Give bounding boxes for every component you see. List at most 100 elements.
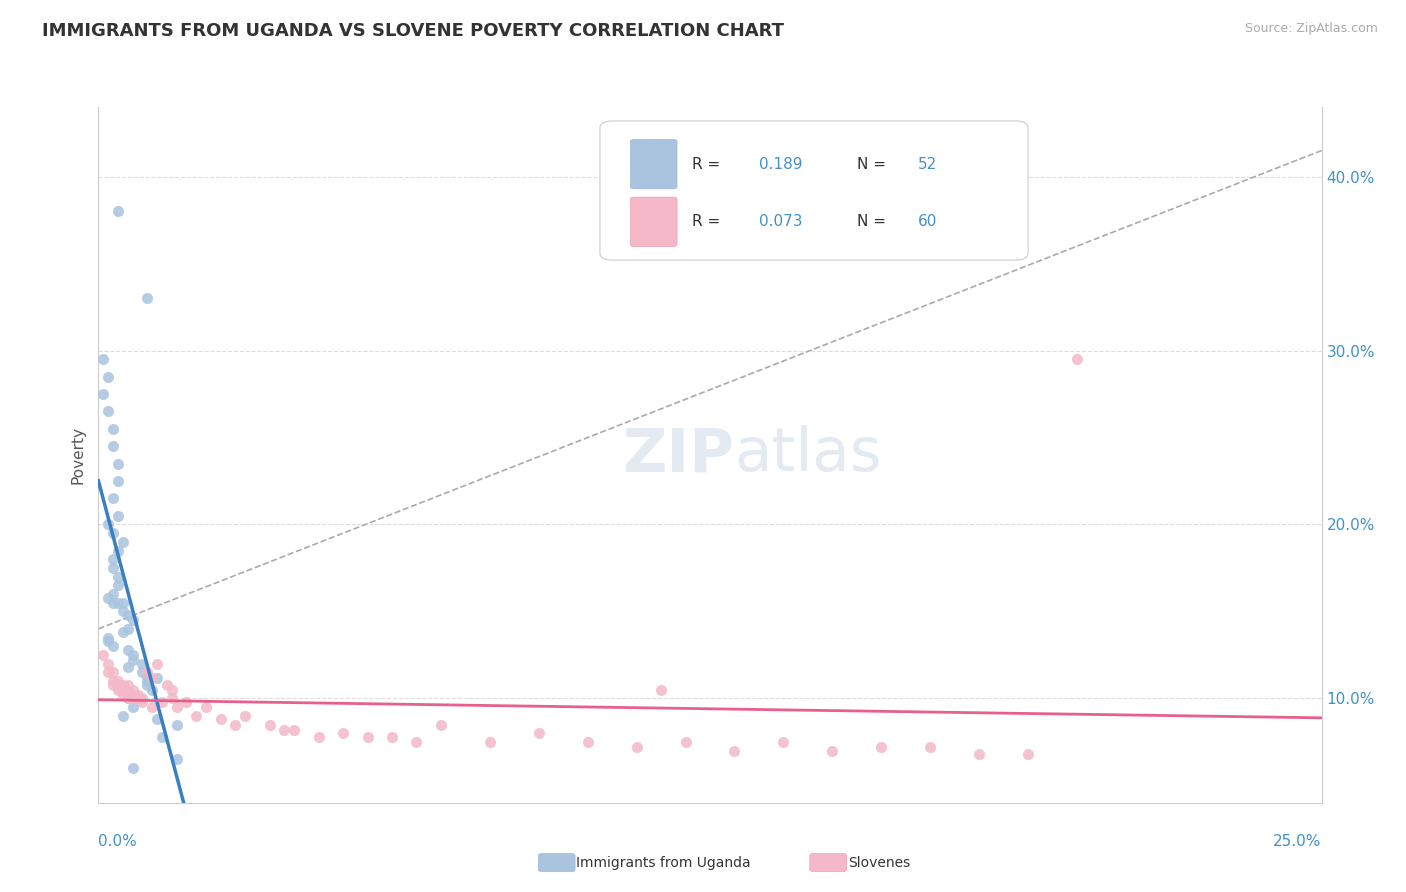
- Point: [141, 700, 163, 714]
- Point: [101, 587, 124, 601]
- Point: [156, 677, 179, 691]
- Point: [283, 723, 305, 737]
- Point: [111, 596, 134, 610]
- Point: [117, 691, 139, 706]
- Point: [107, 508, 129, 523]
- Point: [967, 747, 990, 761]
- Point: [101, 491, 124, 506]
- Point: [146, 671, 169, 685]
- Text: IMMIGRANTS FROM UGANDA VS SLOVENE POVERTY CORRELATION CHART: IMMIGRANTS FROM UGANDA VS SLOVENE POVERT…: [42, 22, 785, 40]
- Point: [107, 204, 129, 219]
- Point: [101, 665, 124, 680]
- Point: [101, 439, 124, 453]
- Point: [675, 735, 697, 749]
- Text: atlas: atlas: [734, 425, 882, 484]
- FancyBboxPatch shape: [630, 139, 678, 189]
- Point: [111, 534, 134, 549]
- Point: [405, 735, 427, 749]
- Point: [121, 653, 143, 667]
- Point: [101, 561, 124, 575]
- Point: [117, 607, 139, 622]
- Point: [97, 634, 120, 648]
- Point: [131, 691, 153, 706]
- Point: [131, 695, 153, 709]
- Point: [141, 671, 163, 685]
- Point: [97, 657, 120, 671]
- Text: 60: 60: [918, 214, 938, 229]
- FancyBboxPatch shape: [600, 121, 1028, 260]
- Point: [136, 669, 159, 683]
- Point: [97, 517, 120, 532]
- Point: [146, 712, 169, 726]
- Point: [121, 613, 143, 627]
- Y-axis label: Poverty: Poverty: [70, 425, 86, 484]
- Point: [91, 387, 114, 401]
- Point: [107, 682, 129, 697]
- Point: [332, 726, 354, 740]
- Point: [233, 708, 256, 723]
- Point: [160, 682, 183, 697]
- Point: [107, 674, 129, 689]
- Point: [121, 688, 143, 702]
- Point: [1017, 747, 1039, 761]
- Point: [772, 735, 794, 749]
- Point: [117, 622, 139, 636]
- Point: [356, 730, 378, 744]
- Point: [111, 688, 134, 702]
- Point: [91, 648, 114, 662]
- Point: [430, 717, 453, 731]
- Point: [870, 740, 893, 755]
- Text: 0.189: 0.189: [759, 157, 803, 171]
- Point: [195, 700, 218, 714]
- Point: [176, 695, 198, 709]
- Point: [527, 726, 550, 740]
- Point: [478, 735, 501, 749]
- Text: R =: R =: [692, 157, 725, 171]
- Point: [107, 570, 129, 584]
- Point: [160, 691, 183, 706]
- Point: [121, 648, 143, 662]
- Point: [97, 631, 120, 645]
- Point: [273, 723, 295, 737]
- Point: [150, 695, 173, 709]
- Point: [131, 657, 153, 671]
- Text: ZIP: ZIP: [623, 425, 734, 484]
- Point: [107, 596, 129, 610]
- Point: [111, 625, 134, 640]
- Point: [117, 660, 139, 674]
- Point: [111, 708, 134, 723]
- Point: [209, 712, 232, 726]
- Point: [131, 665, 153, 680]
- Text: 52: 52: [918, 157, 938, 171]
- Point: [121, 682, 143, 697]
- Point: [150, 730, 173, 744]
- Point: [626, 740, 648, 755]
- Text: 0.0%: 0.0%: [98, 834, 138, 849]
- Point: [1066, 352, 1088, 367]
- Point: [101, 422, 124, 436]
- Point: [97, 369, 120, 384]
- Text: 0.073: 0.073: [759, 214, 803, 229]
- Point: [117, 677, 139, 691]
- Point: [381, 730, 404, 744]
- Point: [107, 543, 129, 558]
- Point: [127, 691, 149, 706]
- Point: [101, 526, 124, 541]
- Point: [166, 752, 188, 766]
- Point: [920, 740, 942, 755]
- Text: Slovenes: Slovenes: [848, 855, 910, 870]
- Text: 25.0%: 25.0%: [1274, 834, 1322, 849]
- Point: [97, 404, 120, 418]
- Point: [117, 682, 139, 697]
- Point: [723, 744, 745, 758]
- Point: [308, 730, 330, 744]
- Text: Source: ZipAtlas.com: Source: ZipAtlas.com: [1244, 22, 1378, 36]
- Point: [117, 642, 139, 657]
- Point: [97, 665, 120, 680]
- Point: [127, 688, 149, 702]
- Point: [136, 291, 159, 305]
- Point: [101, 674, 124, 689]
- Point: [107, 474, 129, 488]
- Point: [107, 677, 129, 691]
- Point: [107, 578, 129, 592]
